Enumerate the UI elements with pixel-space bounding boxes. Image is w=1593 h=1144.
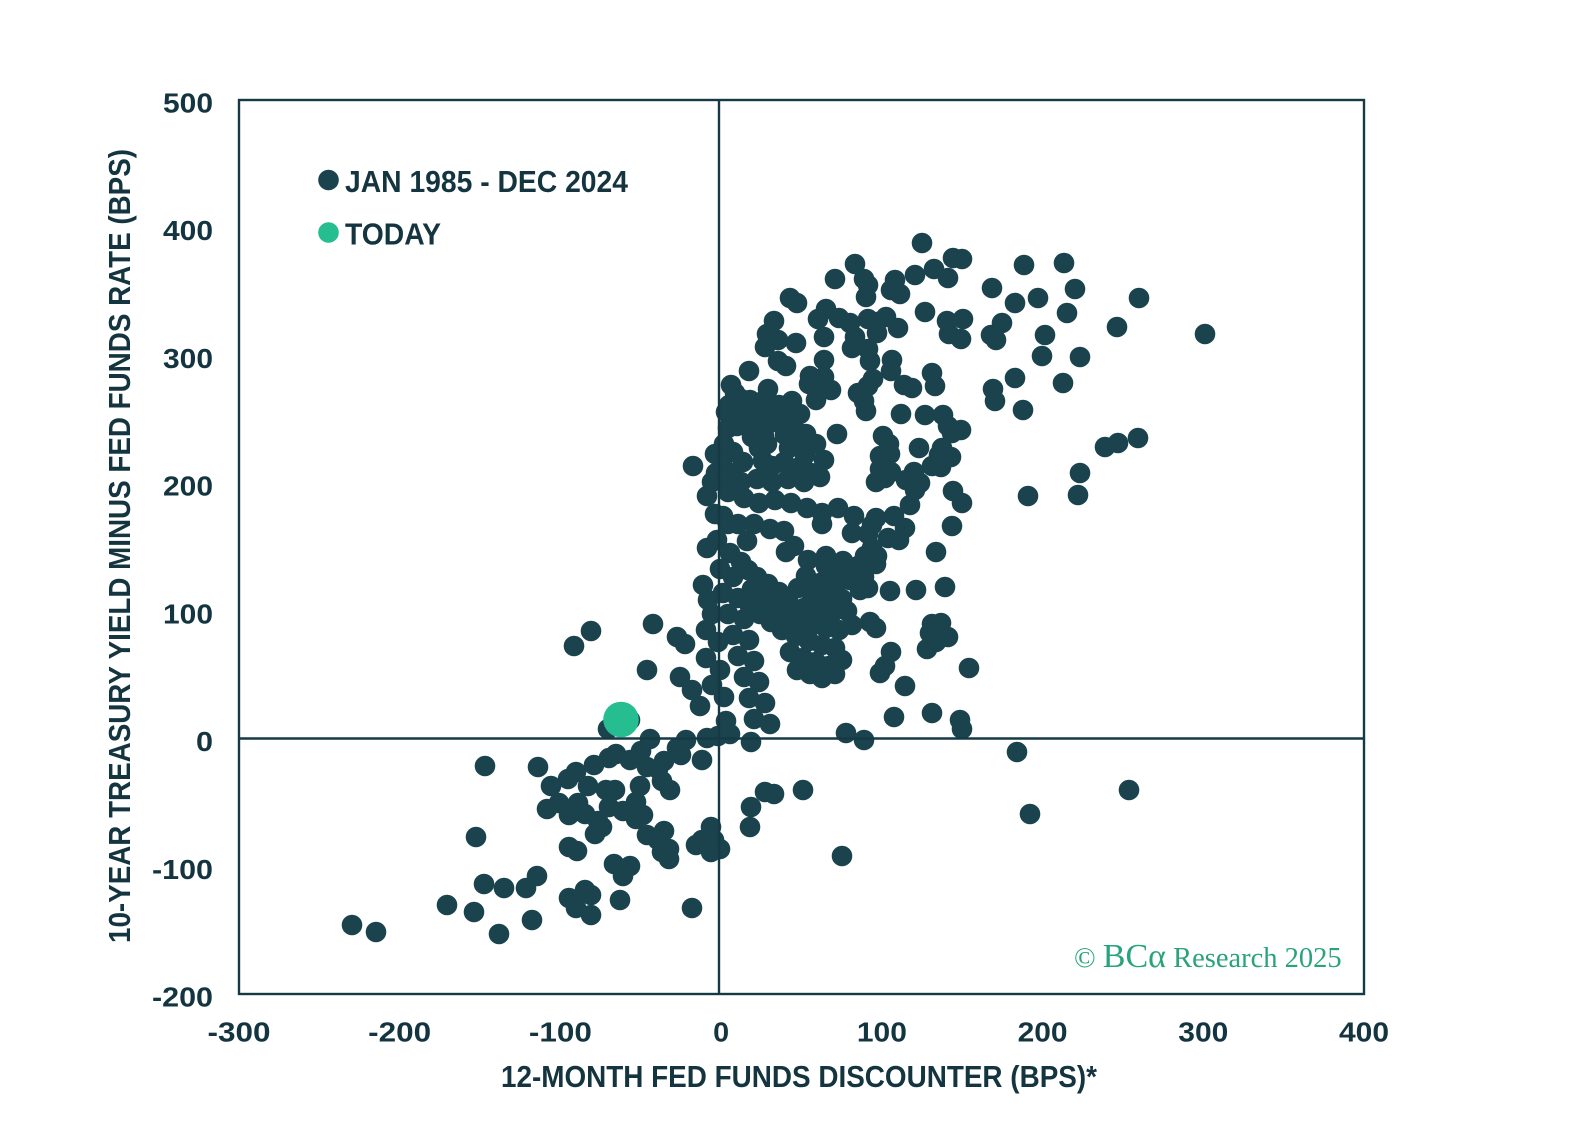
svg-text:300: 300	[163, 343, 213, 374]
svg-text:-300: -300	[208, 1017, 271, 1048]
svg-text:300: 300	[1178, 1017, 1228, 1048]
svg-text:400: 400	[1339, 1017, 1389, 1048]
svg-text:100: 100	[163, 598, 213, 629]
svg-text:12-MONTH FED FUNDS DISCOUNTER: 12-MONTH FED FUNDS DISCOUNTER (BPS)*	[501, 1059, 1098, 1094]
svg-text:200: 200	[1018, 1017, 1068, 1048]
svg-text:© BCα Research 2025: © BCα Research 2025	[1074, 938, 1342, 975]
svg-text:-200: -200	[152, 982, 213, 1013]
svg-text:10-YEAR TREASURY YIELD MINUS F: 10-YEAR TREASURY YIELD MINUS FED FUNDS R…	[102, 149, 137, 943]
svg-text:JAN 1985 - DEC 2024: JAN 1985 - DEC 2024	[345, 164, 629, 199]
svg-text:100: 100	[857, 1017, 907, 1048]
svg-text:400: 400	[163, 215, 213, 246]
svg-text:TODAY: TODAY	[345, 217, 441, 252]
svg-text:-100: -100	[529, 1017, 592, 1048]
svg-text:0: 0	[713, 1017, 729, 1048]
svg-text:-200: -200	[368, 1017, 431, 1048]
svg-text:0: 0	[196, 726, 213, 757]
svg-text:-100: -100	[152, 854, 213, 885]
svg-text:200: 200	[163, 471, 213, 502]
svg-text:500: 500	[163, 88, 213, 119]
